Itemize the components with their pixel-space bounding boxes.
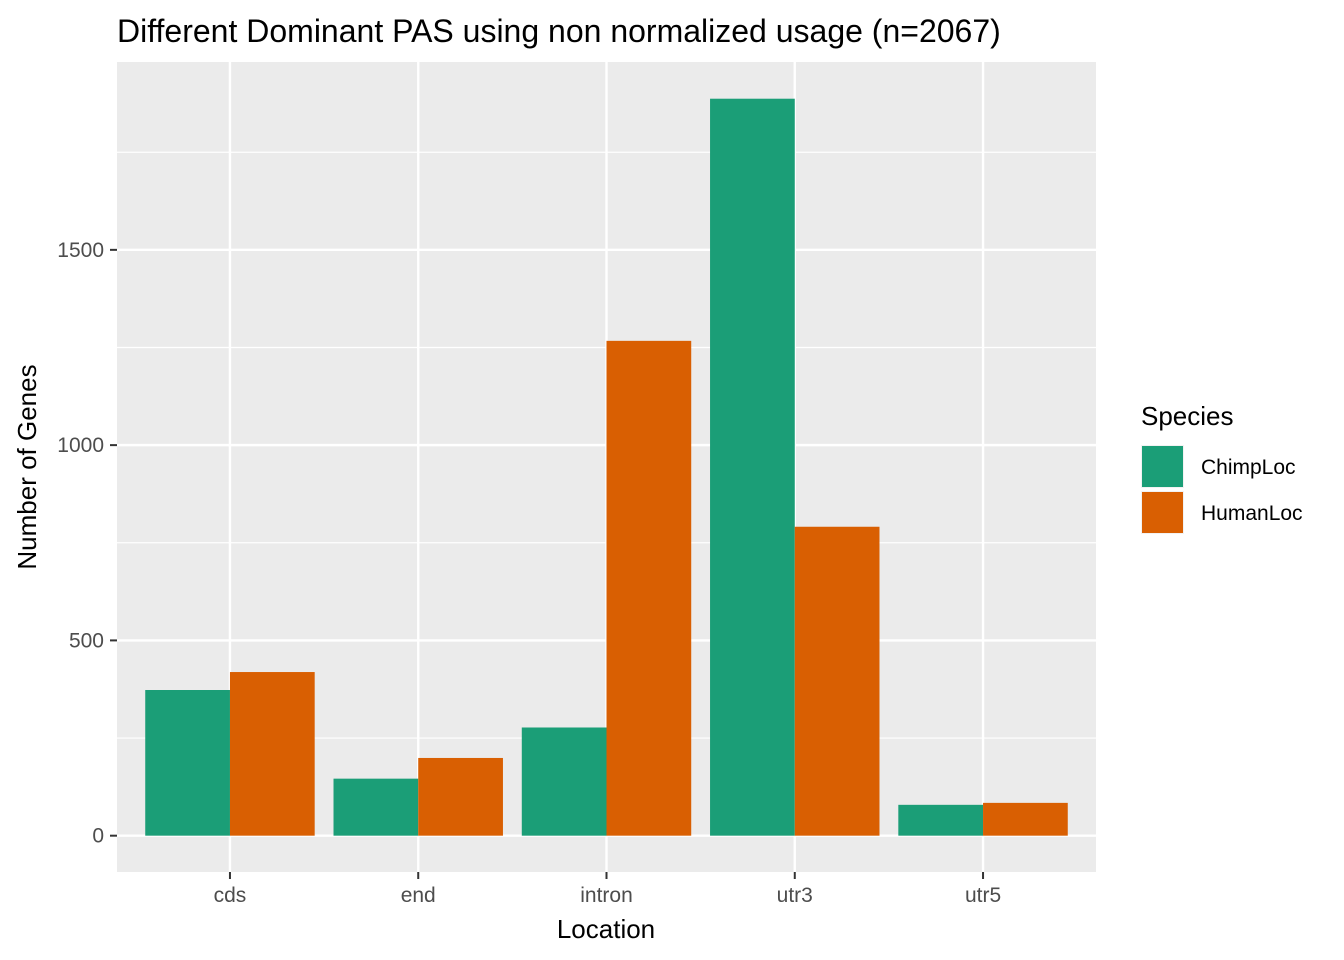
legend-swatch-humanloc: [1142, 492, 1183, 533]
y-tick-label: 500: [69, 629, 104, 652]
x-axis: cds end intron utr3 utr5: [214, 872, 1001, 907]
x-tick-label: cds: [214, 884, 247, 907]
x-tick-label: end: [401, 884, 436, 907]
y-tick-label: 1500: [57, 239, 104, 262]
y-axis-title: Number of Genes: [12, 364, 42, 569]
y-tick-label: 1000: [57, 434, 104, 457]
bar-humanloc-utr3: [794, 526, 880, 836]
bar-humanloc-intron: [606, 340, 692, 836]
legend: Species ChimpLoc HumanLoc: [1141, 401, 1303, 534]
x-tick-label: utr5: [965, 884, 1001, 907]
bar-humanloc-utr5: [983, 802, 1068, 836]
bar-chimploc-utr3: [710, 98, 795, 836]
x-axis-title: Location: [557, 914, 655, 944]
legend-label: ChimpLoc: [1201, 456, 1296, 479]
x-tick-label: intron: [580, 884, 633, 907]
x-tick-label: utr3: [777, 884, 813, 907]
chart-title: Different Dominant PAS using non normali…: [117, 13, 1001, 49]
bar-chimploc-utr5: [898, 804, 984, 836]
legend-title: Species: [1141, 401, 1234, 431]
y-tick-label: 0: [92, 825, 104, 848]
bar-chimploc-intron: [521, 727, 607, 836]
legend-label: HumanLoc: [1201, 502, 1303, 525]
bars: [145, 98, 1068, 836]
bar-humanloc-cds: [229, 672, 315, 836]
bar-humanloc-end: [418, 757, 503, 836]
y-axis: 0 500 1000 1500: [57, 239, 117, 848]
bar-chimploc-cds: [145, 690, 230, 836]
bar-chimploc-end: [333, 778, 419, 836]
legend-swatch-chimploc: [1142, 446, 1183, 487]
